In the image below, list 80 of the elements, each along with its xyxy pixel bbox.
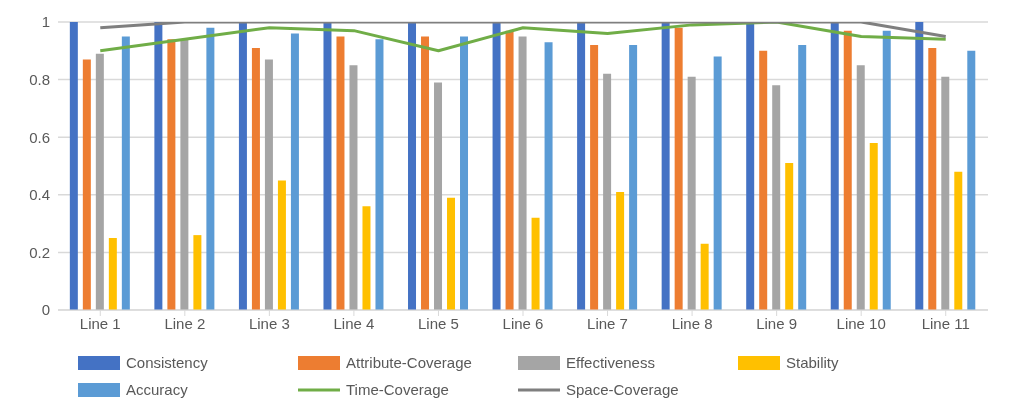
y-tick-label: 0 <box>41 301 50 319</box>
bar <box>700 243 709 310</box>
bar <box>544 42 553 310</box>
bar <box>661 22 670 310</box>
bar <box>505 30 514 310</box>
bar <box>336 36 345 310</box>
x-tick-label: Line 8 <box>671 314 713 332</box>
bar <box>82 59 91 310</box>
bar <box>121 36 130 310</box>
bar <box>447 197 456 310</box>
bar <box>434 82 443 310</box>
bar <box>108 238 117 310</box>
bar <box>238 22 247 310</box>
bar <box>193 235 202 310</box>
legend-label: Consistency <box>126 354 208 371</box>
bar <box>843 30 852 310</box>
bar <box>264 59 273 310</box>
y-tick-label: 0.6 <box>29 128 50 146</box>
bar <box>967 50 976 310</box>
bar <box>590 45 599 310</box>
bar <box>167 39 176 310</box>
bar <box>629 45 638 310</box>
bar <box>772 85 781 310</box>
bar <box>531 217 540 310</box>
x-tick-label: Line 11 <box>921 314 970 332</box>
y-tick-label: 0.4 <box>29 186 50 204</box>
bar <box>687 76 696 310</box>
bar <box>830 22 839 310</box>
legend-label: Time-Coverage <box>346 381 449 398</box>
x-tick-label: Line 6 <box>502 314 544 332</box>
bar <box>674 27 683 310</box>
bar <box>616 191 625 310</box>
x-tick-label: Line 3 <box>248 314 290 332</box>
bar <box>882 30 891 310</box>
x-tick-label: Line 5 <box>418 314 459 332</box>
x-tick-label: Line 2 <box>164 314 206 332</box>
bar <box>928 47 937 310</box>
bar <box>856 65 865 310</box>
bar <box>954 171 963 310</box>
bar <box>375 39 384 310</box>
bar <box>95 53 104 310</box>
bar <box>798 45 807 310</box>
bar <box>941 76 950 310</box>
bar <box>915 22 924 310</box>
legend-label: Stability <box>786 354 839 371</box>
legend-label: Accuracy <box>126 381 188 398</box>
bar <box>251 47 260 310</box>
bar <box>421 36 430 310</box>
bar <box>408 22 417 310</box>
bar <box>577 22 586 310</box>
x-tick-label: Line 10 <box>836 314 886 332</box>
bar <box>154 22 163 310</box>
bar <box>746 22 755 310</box>
bar <box>603 73 612 310</box>
bar <box>518 36 527 310</box>
legend-label: Attribute-Coverage <box>346 354 472 371</box>
bar <box>180 39 189 310</box>
bar <box>785 163 794 310</box>
bar <box>349 65 358 310</box>
bar <box>492 22 501 310</box>
x-tick-label: Line 9 <box>756 314 798 332</box>
line-series <box>98 22 948 53</box>
bar <box>323 22 332 310</box>
bar <box>290 33 299 310</box>
y-tick-label: 0.2 <box>29 243 50 261</box>
legend-label: Space-Coverage <box>566 381 679 398</box>
y-tick-label: 0.8 <box>29 70 50 88</box>
y-tick-label: 1 <box>41 13 50 31</box>
x-tick-label: Line 7 <box>587 314 628 332</box>
bar <box>277 180 286 310</box>
legend-label: Effectiveness <box>566 354 655 371</box>
bar <box>713 56 722 310</box>
x-tick-label: Line 1 <box>79 314 121 332</box>
bar <box>759 50 768 310</box>
bar <box>460 36 469 310</box>
bar <box>206 27 215 310</box>
x-tick-label: Line 4 <box>333 314 375 332</box>
bar <box>362 206 371 310</box>
bar <box>869 142 878 310</box>
bar <box>69 22 78 310</box>
